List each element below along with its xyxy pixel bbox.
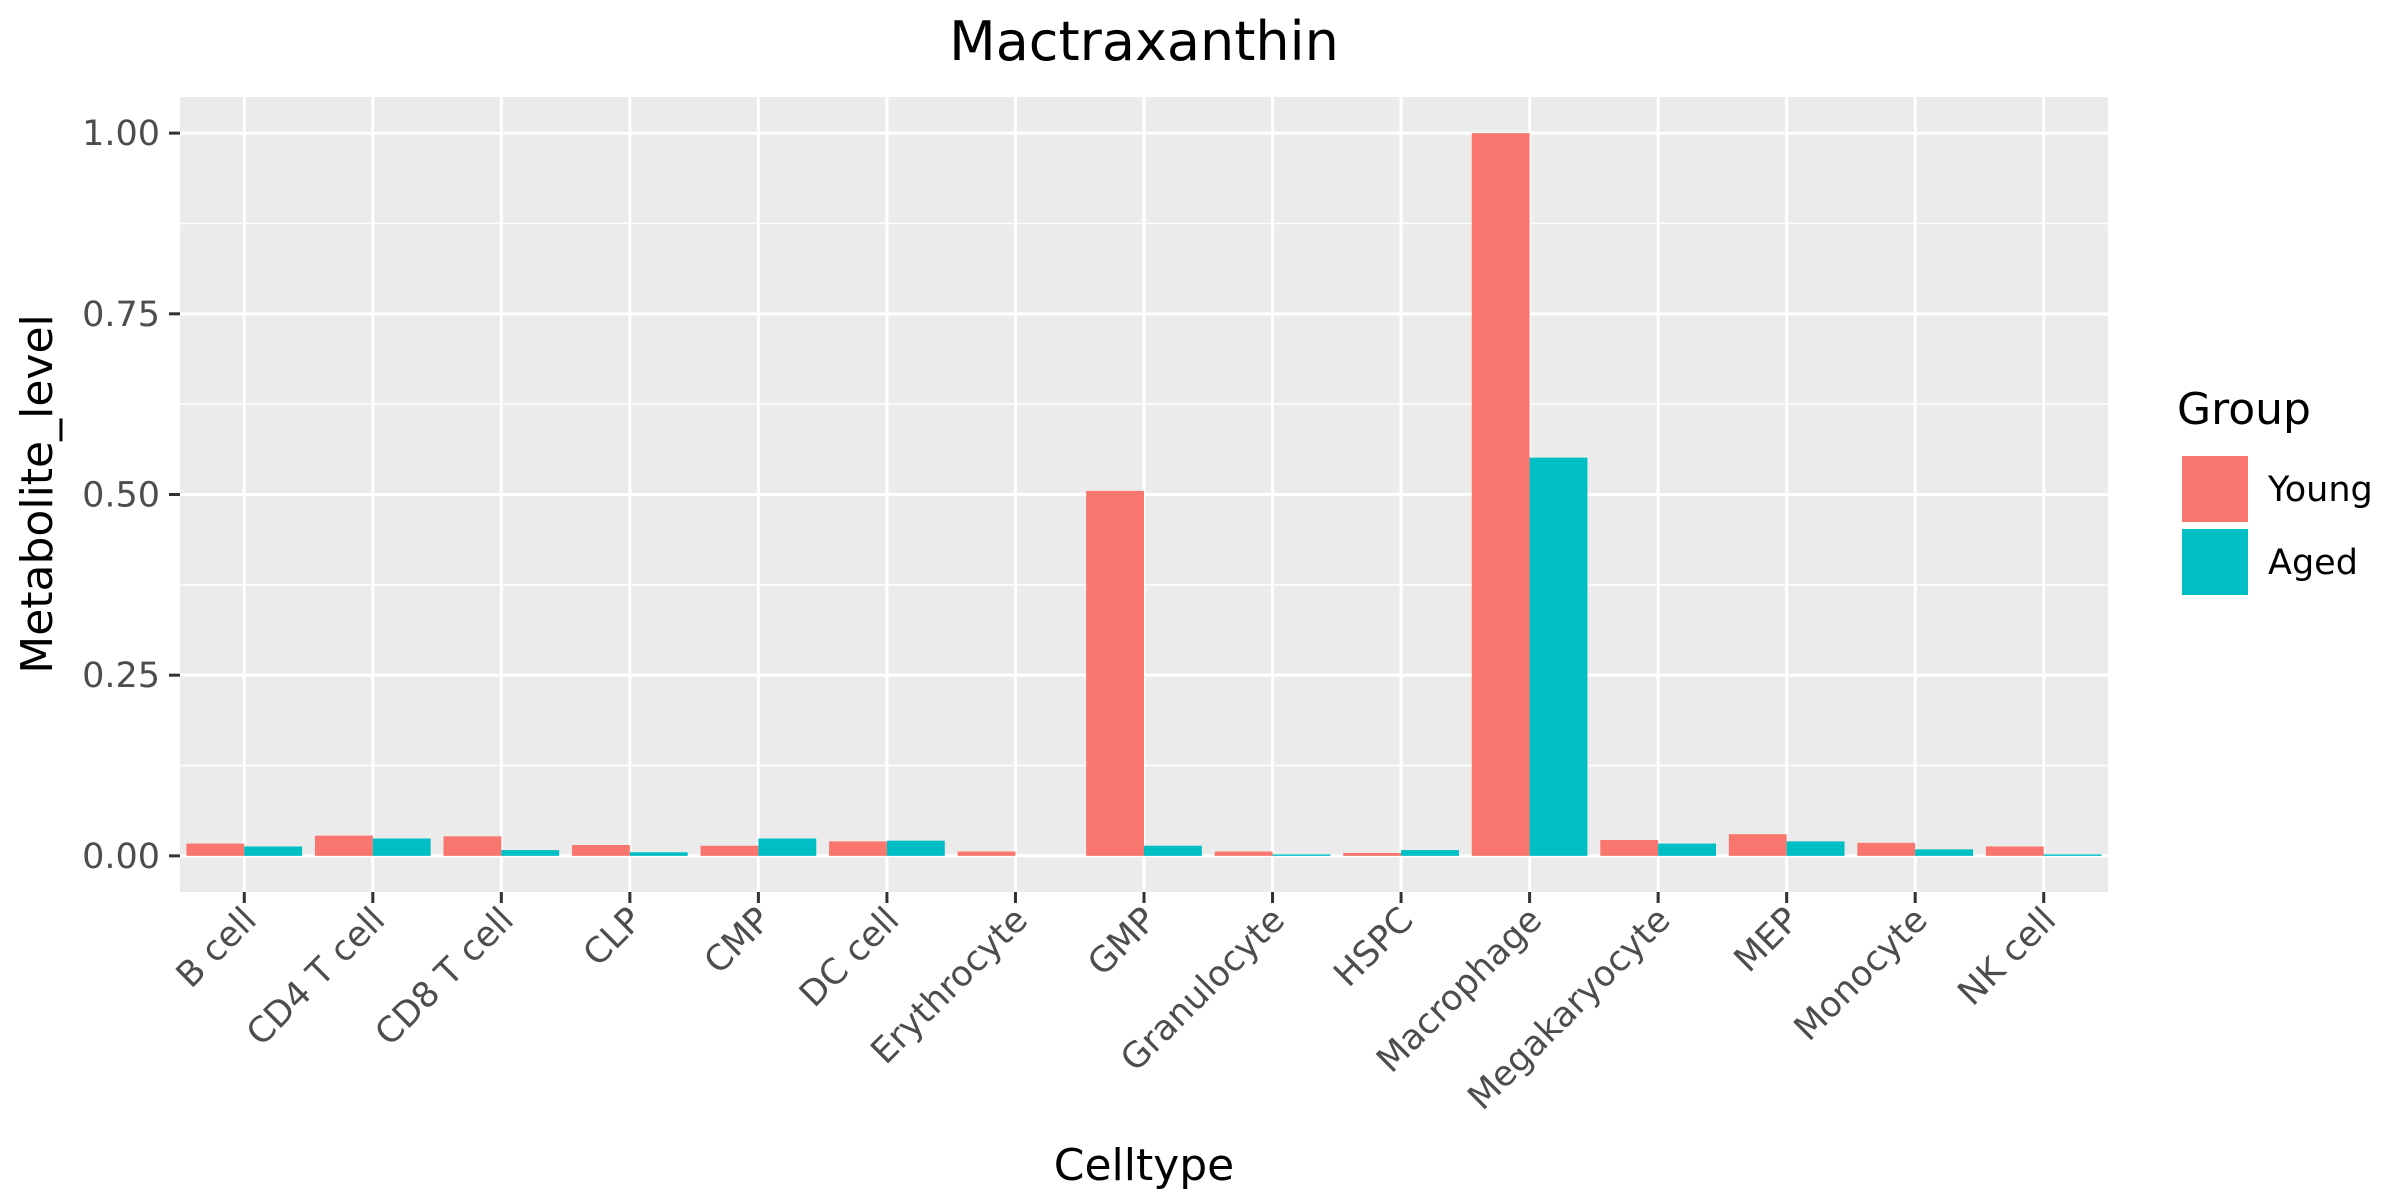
chart-title: Mactraxanthin <box>949 10 1339 73</box>
y-tick-label: 0.50 <box>82 476 160 516</box>
y-tick-label: 0.75 <box>82 295 160 335</box>
bar-aged-hspc <box>1401 850 1459 856</box>
bar-young-macrophage <box>1471 133 1530 856</box>
bar-young-erythrocyte <box>957 851 1016 856</box>
bar-young-nk-cell <box>1985 846 2044 856</box>
x-tick-label: DC cell <box>792 900 907 1015</box>
x-tick-label: NK cell <box>1951 900 2064 1013</box>
bar-young-megakaryocyte <box>1600 839 1659 856</box>
x-tick-label: GMP <box>1081 900 1165 984</box>
x-tick-label: CD8 T cell <box>368 900 522 1054</box>
bar-aged-cd4-t-cell <box>372 838 431 856</box>
legend-label-aged: Aged <box>2268 543 2358 583</box>
x-tick-label: HSPC <box>1327 900 1422 995</box>
bar-young-cd8-t-cell <box>443 836 502 856</box>
y-tick-label: 1.00 <box>82 114 160 154</box>
y-tick-label: 0.00 <box>82 837 160 877</box>
y-axis: 0.00 0.25 0.50 0.75 1.00 <box>82 114 180 877</box>
legend-label-young: Young <box>2267 470 2373 510</box>
bar-aged-megakaryocyte <box>1658 843 1716 856</box>
x-tick-label: CD4 T cell <box>239 900 393 1054</box>
bar-aged-granulocyte <box>1272 854 1331 856</box>
bar-aged-cd8-t-cell <box>501 850 560 856</box>
bar-aged-gmp <box>1144 845 1202 856</box>
bar-young-gmp <box>1086 490 1144 856</box>
legend-title: Group <box>2177 384 2311 435</box>
bar-young-cd4-t-cell <box>314 835 373 856</box>
x-tick-label: CMP <box>697 900 779 982</box>
legend-key-aged <box>2182 529 2248 595</box>
bar-young-b-cell <box>186 843 245 856</box>
legend: Group Young Aged <box>2177 384 2373 595</box>
bar-young-clp <box>572 845 630 856</box>
bar-aged-dc-cell <box>886 840 945 856</box>
bar-aged-cmp <box>758 838 817 856</box>
x-tick-label: CLP <box>576 900 650 974</box>
x-tick-label: Monocyte <box>1787 900 1936 1049</box>
x-tick-label: MEP <box>1727 900 1807 980</box>
bar-aged-clp <box>629 852 688 856</box>
bar-young-dc-cell <box>829 841 887 856</box>
bars <box>186 133 2102 856</box>
bar-young-cmp <box>700 845 759 856</box>
bar-young-hspc <box>1343 852 1402 856</box>
bar-aged-b-cell <box>244 846 303 856</box>
x-axis-title: Celltype <box>1054 1140 1235 1191</box>
bar-aged-nk-cell <box>2043 854 2102 856</box>
bar-young-granulocyte <box>1214 851 1273 856</box>
bar-young-monocyte <box>1857 842 1916 856</box>
bar-aged-macrophage <box>1529 457 1588 856</box>
y-axis-title: Metabolite_level <box>12 314 63 674</box>
legend-key-young <box>2182 456 2248 522</box>
bar-aged-mep <box>1786 841 1845 856</box>
x-tick-label: B cell <box>169 900 265 996</box>
bar-young-mep <box>1728 834 1787 856</box>
y-tick-label: 0.25 <box>82 656 160 696</box>
bar-aged-monocyte <box>1915 849 1974 856</box>
